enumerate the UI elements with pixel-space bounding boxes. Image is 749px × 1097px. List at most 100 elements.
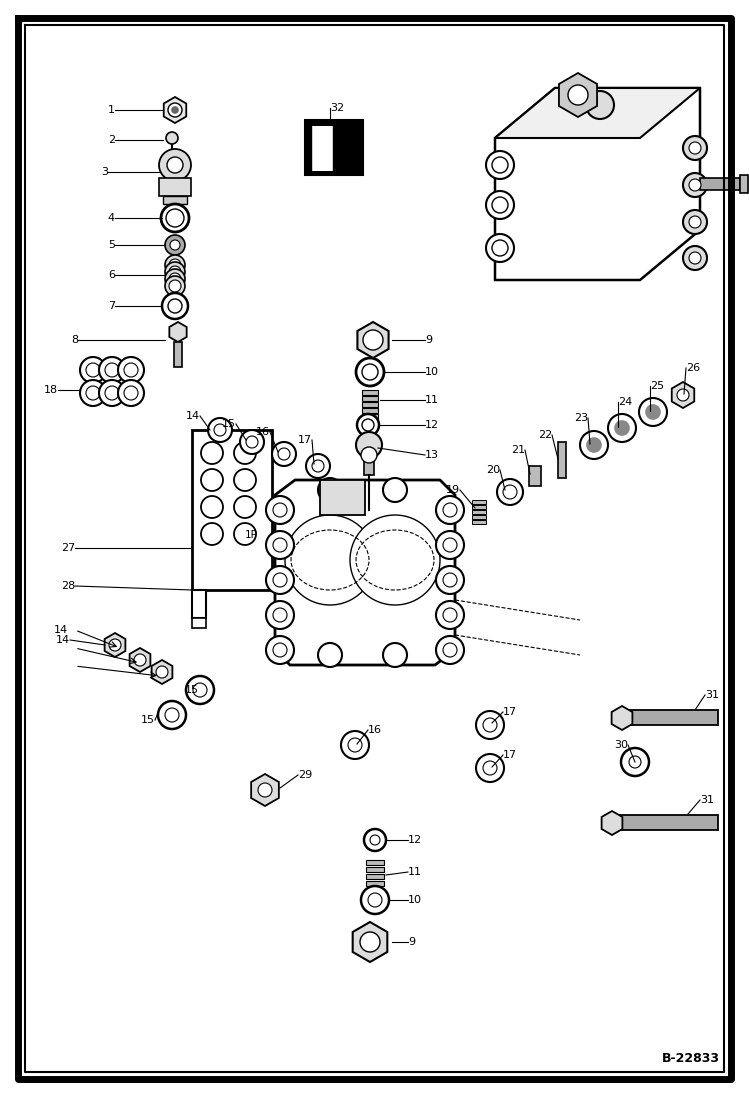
Polygon shape xyxy=(151,660,172,685)
Bar xyxy=(366,874,384,879)
Circle shape xyxy=(492,240,508,256)
Circle shape xyxy=(169,273,181,285)
Circle shape xyxy=(503,485,517,499)
Circle shape xyxy=(483,719,497,732)
Circle shape xyxy=(486,151,514,179)
Circle shape xyxy=(99,357,125,383)
Circle shape xyxy=(165,255,185,275)
Circle shape xyxy=(193,683,207,697)
Circle shape xyxy=(165,276,185,296)
Circle shape xyxy=(383,478,407,502)
Text: 15: 15 xyxy=(141,715,155,725)
Circle shape xyxy=(486,191,514,219)
Circle shape xyxy=(186,676,214,704)
Circle shape xyxy=(443,643,457,657)
Circle shape xyxy=(266,601,294,629)
Text: 14: 14 xyxy=(56,635,70,645)
Polygon shape xyxy=(169,323,187,342)
Circle shape xyxy=(266,496,294,524)
Circle shape xyxy=(99,380,125,406)
Circle shape xyxy=(167,157,183,173)
Circle shape xyxy=(683,136,707,160)
Text: 12: 12 xyxy=(408,835,422,845)
Circle shape xyxy=(169,259,181,271)
Text: 22: 22 xyxy=(538,430,552,440)
Circle shape xyxy=(443,504,457,517)
Circle shape xyxy=(201,523,223,545)
Bar xyxy=(192,590,206,618)
Circle shape xyxy=(306,454,330,478)
Circle shape xyxy=(492,197,508,213)
Circle shape xyxy=(258,783,272,798)
Text: 13: 13 xyxy=(425,450,439,460)
Circle shape xyxy=(165,262,185,282)
Text: 9: 9 xyxy=(425,335,432,344)
Circle shape xyxy=(689,252,701,264)
Text: 19: 19 xyxy=(446,485,460,495)
Circle shape xyxy=(368,893,382,907)
Polygon shape xyxy=(495,88,700,280)
Bar xyxy=(630,710,718,725)
Circle shape xyxy=(161,204,189,231)
Circle shape xyxy=(362,419,374,431)
Text: 26: 26 xyxy=(686,363,700,373)
Text: 18: 18 xyxy=(44,385,58,395)
Circle shape xyxy=(436,531,464,559)
Circle shape xyxy=(443,573,457,587)
Bar xyxy=(163,196,187,204)
Text: 30: 30 xyxy=(614,740,628,750)
Circle shape xyxy=(639,398,667,426)
Bar xyxy=(740,176,748,193)
Bar xyxy=(362,391,378,395)
Circle shape xyxy=(357,414,379,436)
Circle shape xyxy=(560,77,596,113)
Circle shape xyxy=(689,179,701,191)
Text: 15: 15 xyxy=(185,685,199,695)
Bar xyxy=(472,505,486,509)
Bar xyxy=(174,342,182,367)
Polygon shape xyxy=(105,633,125,657)
Bar xyxy=(472,510,486,514)
Circle shape xyxy=(436,601,464,629)
Text: 5: 5 xyxy=(108,240,115,250)
Circle shape xyxy=(170,240,180,250)
Text: 12: 12 xyxy=(425,420,439,430)
Circle shape xyxy=(486,234,514,262)
Circle shape xyxy=(443,608,457,622)
Text: 4: 4 xyxy=(108,213,115,223)
Polygon shape xyxy=(495,88,700,138)
Circle shape xyxy=(118,380,144,406)
Circle shape xyxy=(350,514,440,606)
Circle shape xyxy=(165,235,185,255)
Circle shape xyxy=(683,246,707,270)
Circle shape xyxy=(234,442,256,464)
Bar xyxy=(305,120,363,176)
Text: 7: 7 xyxy=(108,301,115,312)
Text: 16: 16 xyxy=(368,725,382,735)
Polygon shape xyxy=(672,382,694,408)
Text: 24: 24 xyxy=(618,397,632,407)
Circle shape xyxy=(580,431,608,459)
Circle shape xyxy=(492,157,508,173)
Circle shape xyxy=(168,103,182,117)
Bar xyxy=(362,402,378,407)
Circle shape xyxy=(285,514,375,606)
Circle shape xyxy=(683,173,707,197)
Bar xyxy=(311,126,333,171)
Circle shape xyxy=(356,432,382,459)
Text: 28: 28 xyxy=(61,581,75,591)
Circle shape xyxy=(689,216,701,228)
Text: 8: 8 xyxy=(71,335,78,344)
Circle shape xyxy=(208,418,232,442)
Circle shape xyxy=(497,479,523,505)
Circle shape xyxy=(246,436,258,448)
Bar xyxy=(620,815,718,830)
Circle shape xyxy=(234,470,256,491)
Circle shape xyxy=(443,538,457,552)
Circle shape xyxy=(273,643,287,657)
Text: 1: 1 xyxy=(108,105,115,115)
Bar xyxy=(700,178,740,190)
Circle shape xyxy=(80,357,106,383)
Text: 9: 9 xyxy=(408,937,415,947)
Circle shape xyxy=(348,738,362,753)
